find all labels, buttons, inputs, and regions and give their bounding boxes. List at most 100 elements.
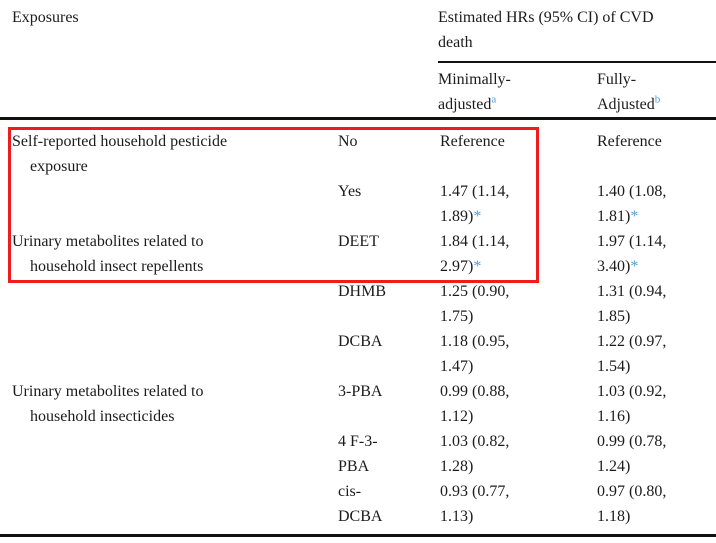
category-cell: DCBA [338, 329, 440, 379]
category-text: Yes [338, 183, 362, 200]
category-cell: 4 F-3- PBA [338, 429, 440, 479]
table-row-insecticides-3pba: Urinary metabolites related to household… [0, 379, 716, 429]
hr-value: 1.97 (1.14, [597, 233, 667, 250]
fully-header-line1: Fully- [597, 71, 637, 88]
table-row-repellents-deet: Urinary metabolites related to household… [0, 229, 716, 279]
hr-value: 0.93 (0.77, [440, 483, 510, 500]
hr-header-line1: Estimated HRs (95% CI) of CVD [438, 9, 654, 26]
significance-asterisk: * [630, 258, 639, 275]
exposure-cell: Self-reported household pesticide exposu… [0, 129, 338, 179]
minimally-adjusted-cell: 1.18 (0.95, 1.47) [440, 329, 597, 379]
category-text-cont: PBA [338, 458, 370, 475]
hr-value: 1.22 (0.97, [597, 333, 667, 350]
category-text-cont: DCBA [338, 508, 383, 525]
table-row-dhmb: DHMB 1.25 (0.90, 1.75) 1.31 (0.94, 1.85) [0, 279, 716, 329]
category-cell: DEET [338, 229, 440, 279]
exposure-cell [0, 279, 338, 329]
fully-header-line2: Adjustedb [597, 92, 716, 117]
hr-value: 1.47 (1.14, [440, 183, 510, 200]
hr-value-cont: 1.89)* [440, 208, 482, 225]
subcolumn-headers: Minimally- adjusteda Fully- Adjustedb [438, 67, 716, 117]
hr-value: Reference [440, 133, 505, 150]
category-text: 4 F-3- [338, 433, 378, 450]
header-sub-rule [438, 61, 716, 63]
exposure-text-cont: household insect repellents [30, 258, 204, 275]
minimally-adjusted-cell: 1.03 (0.82, 1.28) [440, 429, 597, 479]
exposure-cell [0, 329, 338, 379]
fully-adjusted-cell: 1.40 (1.08, 1.81)* [597, 179, 716, 229]
table-row-self-reported-no: Self-reported household pesticide exposu… [0, 129, 716, 179]
minimally-adjusted-cell: Reference [440, 129, 597, 179]
minimally-adjusted-cell: 1.25 (0.90, 1.75) [440, 279, 597, 329]
hr-value-cont: 1.75) [440, 308, 474, 325]
category-text: 3-PBA [338, 383, 383, 400]
hr-value: 1.18 (0.95, [440, 333, 510, 350]
exposure-cell [0, 179, 338, 229]
category-cell: 3-PBA [338, 379, 440, 429]
hr-value-cont: 1.81)* [597, 208, 639, 225]
hr-header-block: Estimated HRs (95% CI) of CVD death Mini… [438, 5, 716, 117]
category-text: DHMB [338, 283, 387, 300]
minimally-adjusted-cell: 0.99 (0.88, 1.12) [440, 379, 597, 429]
fully-adjusted-cell: 1.97 (1.14, 3.40)* [597, 229, 716, 279]
fully-adjusted-cell: 1.03 (0.92, 1.16) [597, 379, 716, 429]
exposure-text: Urinary metabolites related to [12, 233, 204, 250]
hr-value-cont: 1.85) [597, 308, 631, 325]
minimally-adjusted-header: Minimally- adjusteda [438, 67, 597, 117]
hr-value: 0.97 (0.80, [597, 483, 667, 500]
footnote-marker-a: a [491, 93, 497, 106]
table-bottom-rule [0, 534, 716, 537]
significance-asterisk: * [630, 208, 639, 225]
fully-adjusted-cell: 1.31 (0.94, 1.85) [597, 279, 716, 329]
category-text: DEET [338, 233, 379, 250]
hr-value: 1.31 (0.94, [597, 283, 667, 300]
fully-adjusted-cell: 1.22 (0.97, 1.54) [597, 329, 716, 379]
exposure-cell: Urinary metabolites related to household… [0, 229, 338, 279]
exposure-text-cont: household insecticides [30, 408, 175, 425]
fully-adjusted-cell: Reference [597, 129, 716, 179]
category-cell: DHMB [338, 279, 440, 329]
hr-value: Reference [597, 133, 662, 150]
category-text: cis- [338, 483, 362, 500]
hr-value-cont: 1.28) [440, 458, 474, 475]
exposure-cell [0, 479, 338, 529]
hr-value: 1.84 (1.14, [440, 233, 510, 250]
table-row-dcba: DCBA 1.18 (0.95, 1.47) 1.22 (0.97, 1.54) [0, 329, 716, 379]
exposure-cell [0, 429, 338, 479]
table-body: Self-reported household pesticide exposu… [0, 120, 716, 537]
hr-value-cont: 1.47) [440, 358, 474, 375]
hr-value-cont: 1.12) [440, 408, 474, 425]
hr-value-cont: 2.97)* [440, 258, 482, 275]
hr-value-cont: 1.24) [597, 458, 631, 475]
exposures-column-header: Exposures [12, 9, 79, 26]
fully-adjusted-header: Fully- Adjustedb [597, 67, 716, 117]
category-text: DCBA [338, 333, 383, 350]
category-text: No [338, 133, 358, 150]
exposure-text: Urinary metabolites related to [12, 383, 204, 400]
fully-adjusted-cell: 0.97 (0.80, 1.18) [597, 479, 716, 529]
fully-header-word: Adjusted [597, 96, 655, 113]
minimally-header-line1: Minimally- [438, 71, 511, 88]
table-row-cisdcba: cis- DCBA 0.93 (0.77, 1.13) 0.97 (0.80, … [0, 479, 716, 529]
hr-value: 1.40 (1.08, [597, 183, 667, 200]
table-row-self-reported-yes: Yes 1.47 (1.14, 1.89)* 1.40 (1.08, 1.81)… [0, 179, 716, 229]
hr-value-cont: 1.13) [440, 508, 474, 525]
category-cell: cis- DCBA [338, 479, 440, 529]
hr-value-cont: 3.40)* [597, 258, 639, 275]
table-header: Exposures Estimated HRs (95% CI) of CVD … [0, 0, 716, 120]
significance-asterisk: * [473, 208, 482, 225]
hr-value: 1.03 (0.92, [597, 383, 667, 400]
minimally-adjusted-cell: 1.84 (1.14, 2.97)* [440, 229, 597, 279]
category-cell: No [338, 129, 440, 179]
exposure-text-cont: exposure [30, 158, 88, 175]
significance-asterisk: * [473, 258, 482, 275]
hr-value: 1.25 (0.90, [440, 283, 510, 300]
hr-value: 1.03 (0.82, [440, 433, 510, 450]
hr-value: 0.99 (0.88, [440, 383, 510, 400]
hr-value-cont: 1.54) [597, 358, 631, 375]
table-row-4f3pba: 4 F-3- PBA 1.03 (0.82, 1.28) 0.99 (0.78,… [0, 429, 716, 479]
hr-value: 0.99 (0.78, [597, 433, 667, 450]
minimally-adjusted-cell: 1.47 (1.14, 1.89)* [440, 179, 597, 229]
minimally-header-line2: adjusteda [438, 92, 597, 117]
